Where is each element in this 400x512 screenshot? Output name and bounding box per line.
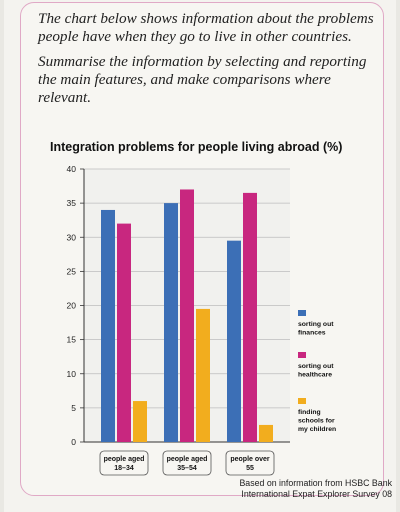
legend-label-finances: sorting out finances (298, 321, 334, 337)
legend-swatch-finances (298, 310, 306, 316)
bar-schools (196, 308, 210, 442)
y-tick-label: 25 (67, 266, 77, 276)
source-line-1: Based on information from HSBC Bank (239, 478, 392, 488)
bar-finances (101, 209, 115, 442)
category-label-box (162, 450, 212, 476)
legend-label-healthcare: sorting out healthcare (298, 363, 334, 379)
bar-healthcare (243, 192, 257, 442)
bar-healthcare (180, 189, 194, 442)
category-label: people aged 35–54 (167, 456, 208, 472)
bar-healthcare (117, 223, 131, 442)
source-line-2: International Expat Explorer Survey 08 (241, 489, 392, 499)
bar-schools (259, 424, 273, 442)
prompt-paragraph-2: Summarise the information by selecting a… (38, 53, 367, 106)
y-tick-label: 30 (67, 232, 77, 242)
bar-schools (133, 401, 147, 442)
category-label-box (225, 450, 275, 476)
y-tick-label: 0 (71, 437, 76, 447)
chart-title: Integration problems for people living a… (50, 140, 343, 154)
legend-swatch-schools (298, 398, 306, 404)
task-prompt: The chart below shows information about … (38, 10, 374, 114)
y-tick-label: 20 (67, 301, 77, 311)
y-tick-label: 5 (71, 403, 76, 413)
category-label: people aged 18–34 (104, 456, 145, 472)
source-note: Based on information from HSBC Bank Inte… (212, 478, 392, 500)
y-tick-label: 40 (67, 164, 77, 174)
bar-finances (227, 240, 241, 442)
bar-finances (164, 203, 178, 442)
y-tick-label: 35 (67, 198, 77, 208)
legend-label-schools: finding schools for my children (298, 409, 336, 433)
y-tick-label: 15 (67, 335, 77, 345)
category-label: people over 55 (230, 456, 270, 472)
y-tick-label: 10 (67, 369, 77, 379)
prompt-paragraph-1: The chart below shows information about … (38, 10, 374, 45)
legend-swatch-healthcare (298, 352, 306, 358)
category-label-box (99, 450, 149, 476)
